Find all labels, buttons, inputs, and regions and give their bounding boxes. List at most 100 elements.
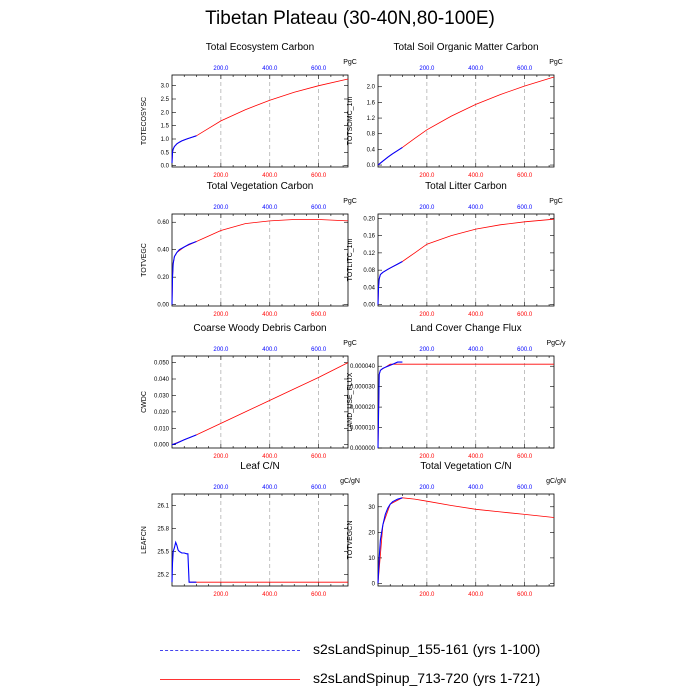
series-line-spinup-155-161 <box>377 497 403 584</box>
x-tick-label-top: 200.0 <box>213 347 229 353</box>
y-tick-label: 0.040 <box>154 377 170 383</box>
units-label: gC/gN <box>546 478 566 485</box>
y-axis-label: LEAFCN <box>141 526 148 554</box>
y-tick-label: 0.12 <box>363 251 375 257</box>
plot-frame <box>377 493 555 587</box>
plot-frame <box>377 355 555 449</box>
y-tick-label: 0.4 <box>367 147 376 153</box>
y-tick-label: 1.2 <box>367 116 376 122</box>
units-label: PgC <box>549 198 563 205</box>
y-tick-label: 3.0 <box>161 84 170 90</box>
y-tick-label: 10 <box>368 556 375 562</box>
panel-title: Total Vegetation C/N <box>420 461 511 472</box>
series-line-spinup-713-720 <box>171 78 349 164</box>
x-tick-label-bottom: 600.0 <box>517 454 533 460</box>
y-tick-label: 0.16 <box>363 234 375 240</box>
x-tick-label-bottom: 600.0 <box>311 454 327 460</box>
units-label: PgC/y <box>546 340 566 347</box>
y-tick-label: 0.020 <box>154 410 170 416</box>
series-line-spinup-155-161 <box>171 135 197 164</box>
y-tick-label: 30 <box>368 505 375 511</box>
x-tick-label-bottom: 600.0 <box>517 592 533 598</box>
x-tick-label-top: 600.0 <box>311 347 327 353</box>
plot-frame <box>171 213 349 307</box>
panel-title: Total Ecosystem Carbon <box>206 42 314 53</box>
y-tick-label: 0.04 <box>363 285 375 291</box>
panel-title: Land Cover Change Flux <box>410 323 521 334</box>
y-tick-label: 26.1 <box>157 504 169 510</box>
series-line-spinup-155-161 <box>377 361 403 449</box>
y-tick-label: 0.000040 <box>350 364 376 370</box>
plot-frame <box>377 74 555 168</box>
y-tick-label: 0.0 <box>161 164 170 170</box>
units-label: PgC <box>549 59 563 66</box>
x-tick-label-bottom: 200.0 <box>213 454 229 460</box>
series-line-spinup-713-720 <box>377 497 555 584</box>
y-tick-label: 0.08 <box>363 268 375 274</box>
x-tick-label-bottom: 400.0 <box>468 592 484 598</box>
series-line-spinup-155-161 <box>171 434 197 446</box>
y-tick-label: 0.050 <box>154 361 170 367</box>
x-tick-label-top: 200.0 <box>213 485 229 491</box>
plot-frame <box>171 493 349 587</box>
y-tick-label: 0.0 <box>367 163 376 169</box>
legend-label: s2sLandSpinup_713-720 (yrs 1-721) <box>313 670 541 686</box>
panel-title: Total Litter Carbon <box>425 181 507 192</box>
x-tick-label-top: 200.0 <box>213 205 229 211</box>
y-tick-label: 0.60 <box>157 220 169 226</box>
x-tick-label-top: 400.0 <box>262 205 278 211</box>
series-line-spinup-713-720 <box>377 218 555 305</box>
y-axis-label: TOTSOMC_1m <box>347 97 354 146</box>
x-tick-label-top: 400.0 <box>468 205 484 211</box>
x-tick-label-top: 200.0 <box>419 66 435 72</box>
panel-title: Total Vegetation Carbon <box>207 181 314 192</box>
x-tick-label-top: 600.0 <box>517 485 533 491</box>
x-tick-label-bottom: 600.0 <box>311 173 327 179</box>
series-line-spinup-713-720 <box>171 219 349 305</box>
x-tick-label-top: 400.0 <box>468 485 484 491</box>
legend-swatch-solid <box>160 679 300 680</box>
series-line-spinup-155-161 <box>171 240 197 305</box>
x-tick-label-bottom: 600.0 <box>311 312 327 318</box>
x-tick-label-top: 600.0 <box>517 347 533 353</box>
y-tick-label: 2.5 <box>161 97 170 103</box>
x-tick-label-top: 400.0 <box>262 347 278 353</box>
x-tick-label-top: 200.0 <box>419 205 435 211</box>
y-tick-label: 25.2 <box>157 573 169 579</box>
y-tick-label: 0 <box>372 581 376 587</box>
x-tick-label-bottom: 400.0 <box>468 454 484 460</box>
y-tick-label: 1.6 <box>367 100 376 106</box>
y-tick-label: 1.5 <box>161 124 170 130</box>
x-tick-label-bottom: 600.0 <box>311 592 327 598</box>
y-tick-label: 0.030 <box>154 393 170 399</box>
y-axis-label: TOTVEGC <box>141 243 148 277</box>
panel-title: Leaf C/N <box>240 461 279 472</box>
y-tick-label: 25.5 <box>157 550 169 556</box>
y-tick-label: 25.8 <box>157 527 169 533</box>
y-tick-label: 0.40 <box>157 248 169 254</box>
x-tick-label-top: 200.0 <box>213 66 229 72</box>
x-tick-label-bottom: 200.0 <box>213 592 229 598</box>
y-tick-label: 0.000000 <box>350 446 376 452</box>
series-line-spinup-713-720 <box>377 363 554 449</box>
x-tick-label-bottom: 400.0 <box>262 454 278 460</box>
x-tick-label-bottom: 400.0 <box>468 173 484 179</box>
x-tick-label-bottom: 400.0 <box>262 173 278 179</box>
series-line-spinup-155-161 <box>377 261 403 305</box>
x-tick-label-top: 200.0 <box>419 347 435 353</box>
y-tick-label: 0.000030 <box>350 385 376 391</box>
x-tick-label-top: 400.0 <box>262 66 278 72</box>
x-tick-label-top: 200.0 <box>419 485 435 491</box>
y-tick-label: 0.000010 <box>350 426 376 432</box>
units-label: PgC <box>343 340 357 347</box>
y-tick-label: 2.0 <box>367 85 376 91</box>
y-tick-label: 0.000 <box>154 443 170 449</box>
y-tick-label: 2.0 <box>161 110 170 116</box>
units-label: gC/gN <box>340 478 360 485</box>
y-tick-label: 0.20 <box>363 216 375 222</box>
y-axis-label: TOTLITC_1m <box>347 239 354 282</box>
x-tick-label-bottom: 400.0 <box>468 312 484 318</box>
plot-frame <box>171 355 349 449</box>
x-tick-label-bottom: 400.0 <box>262 592 278 598</box>
